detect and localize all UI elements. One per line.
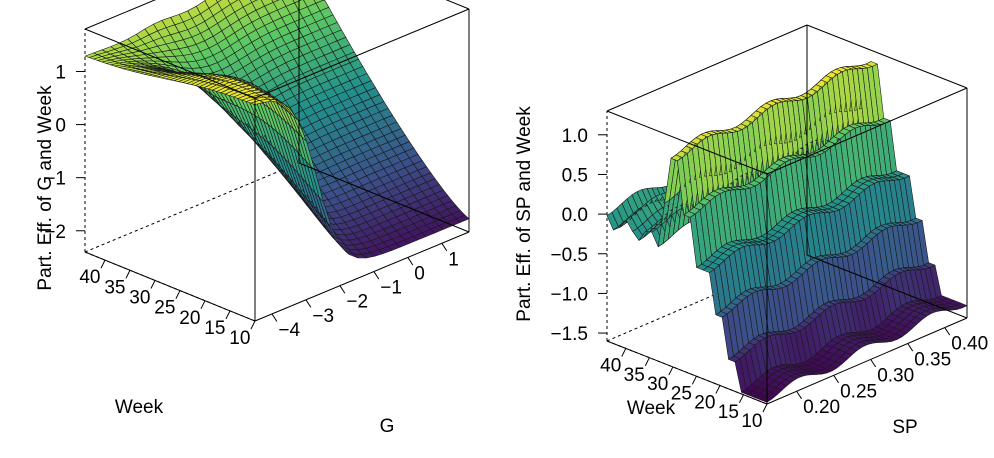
right-y-axis-title: Week	[627, 398, 676, 419]
right-x-tick	[870, 359, 877, 368]
right-x-tick	[944, 327, 951, 336]
right-x-tick-label: 0.40	[951, 334, 988, 355]
left-x-tick-label: −4	[278, 320, 300, 341]
right-week-tick	[644, 357, 650, 367]
right-x-tick-label: 0.20	[803, 397, 840, 418]
right-x-tick	[796, 390, 802, 400]
left-week-tick	[125, 270, 131, 279]
left-z-axis-title: Part. Eff. of G and Week	[35, 85, 56, 291]
left-week-tick-label: 10	[229, 328, 250, 349]
left-week-tick	[200, 300, 206, 310]
box-edge	[254, 231, 470, 322]
box-edge	[606, 340, 768, 405]
left-z-tick-label: −1	[44, 169, 66, 190]
left-week-tick-label: 15	[204, 318, 225, 339]
right-week-tick	[621, 348, 627, 357]
right-x-tick-label: 0.35	[914, 349, 951, 370]
left-surface	[84, 0, 470, 259]
hidden-box-edge	[84, 162, 300, 253]
left-week-tick	[175, 290, 181, 299]
box-edge	[806, 24, 968, 89]
left-box-front	[84, 0, 470, 322]
left-z-tick-label: −2	[44, 222, 66, 243]
left-x-tick	[305, 299, 312, 308]
box-edge	[84, 28, 256, 99]
left-week-tick-label: 25	[154, 298, 175, 319]
right-x-tick-label: 0.25	[840, 381, 877, 402]
left-week-tick-label: 20	[179, 308, 200, 329]
box-edge	[766, 317, 968, 405]
box-edge	[84, 0, 157, 30]
right-week-tick	[738, 394, 744, 404]
box-edge	[84, 251, 256, 322]
left-x-tick	[271, 313, 278, 322]
left-y-axis-title: Week	[115, 397, 164, 418]
box-edge	[298, 162, 470, 233]
right-week-tick-label: 30	[647, 374, 668, 395]
right-z-tick-label: −1.5	[550, 324, 588, 345]
right-surface	[606, 61, 968, 403]
right-week-tick	[762, 403, 768, 413]
left-x-tick-label: 0	[414, 263, 425, 284]
right-week-tick-label: 25	[671, 383, 692, 404]
left-x-tick	[441, 243, 448, 252]
box-edge	[766, 87, 968, 175]
right-x-tick-label: 0.30	[877, 365, 914, 386]
right-week-tick-label: 10	[741, 411, 762, 432]
left-week-tick	[100, 259, 106, 269]
right-x-tick	[833, 375, 840, 384]
right-z-tick-label: 1.0	[562, 126, 588, 147]
right-week-tick-label: 15	[718, 402, 739, 423]
left-x-tick-label: −1	[380, 278, 402, 299]
left-x-tick-label: −2	[346, 292, 368, 313]
right-week-tick-label: 35	[624, 365, 645, 386]
surface-facet	[455, 214, 470, 223]
left-week-tick-label: 30	[129, 288, 150, 309]
left-z-tick-label: 0	[55, 116, 66, 137]
left-x-tick	[339, 285, 346, 294]
left-x-tick	[373, 271, 380, 280]
left-x-tick	[407, 257, 414, 266]
right-week-tick	[691, 375, 697, 385]
left-week-tick	[150, 280, 156, 289]
left-x-tick-label: 1	[448, 249, 459, 270]
surface-facet	[955, 302, 968, 309]
right-z-tick-label: −1.0	[550, 284, 588, 305]
left-week-tick	[225, 310, 231, 320]
right-x-axis-title: SP	[892, 417, 917, 438]
right-week-tick	[715, 385, 721, 394]
left-x-tick-label: −3	[312, 306, 334, 327]
left-week-tick-label: 40	[79, 267, 100, 288]
left-x-axis-title: G	[380, 416, 395, 437]
right-z-tick-label: 0.5	[562, 165, 588, 186]
box-edge	[806, 254, 968, 319]
right-week-tick-label: 40	[600, 356, 621, 377]
right-z-tick-label: −0.5	[550, 245, 588, 266]
left-week-tick	[250, 320, 256, 330]
box-edge	[606, 24, 808, 112]
left-week-tick-label: 35	[104, 277, 125, 298]
right-box-front	[606, 24, 968, 405]
right-x-tick	[907, 343, 914, 352]
left-z-tick-label: 1	[55, 63, 66, 84]
box-edge	[606, 110, 768, 175]
right-week-tick	[668, 366, 674, 376]
right-z-axis-title: Part. Eff. of SP and Week	[514, 106, 535, 322]
right-week-tick-label: 20	[694, 393, 715, 414]
box-edge	[254, 8, 470, 99]
right-z-tick-label: 0.0	[562, 205, 588, 226]
